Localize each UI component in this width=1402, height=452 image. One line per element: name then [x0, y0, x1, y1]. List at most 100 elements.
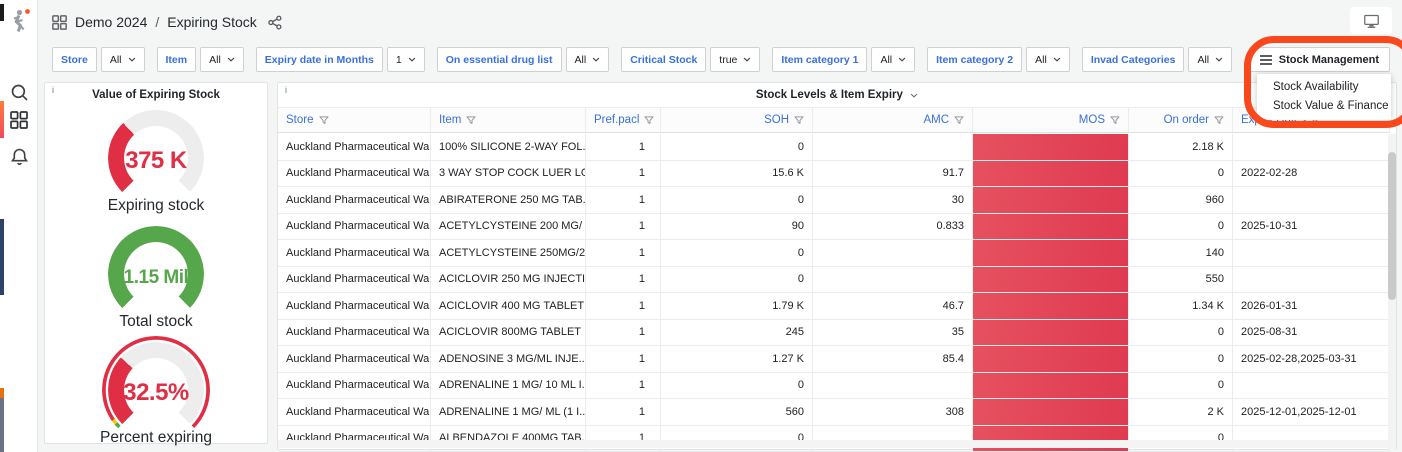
cell-amc: 30: [813, 187, 973, 213]
filter-funnel-icon[interactable]: [644, 116, 654, 125]
cell-expiry: [1233, 134, 1390, 160]
column-header[interactable]: MOS: [973, 108, 1129, 132]
cell-item: ABIRATERONE 250 MG TAB...: [431, 187, 586, 213]
filter-funnel-icon[interactable]: [466, 116, 476, 125]
filter-value-dropdown[interactable]: All: [1188, 47, 1232, 72]
column-header[interactable]: Item: [431, 108, 586, 132]
filter-label[interactable]: Critical Stock: [621, 47, 706, 72]
share-icon[interactable]: [267, 15, 283, 30]
column-header-label: Store: [286, 114, 314, 126]
filter-group: Item category 2 All: [927, 47, 1070, 72]
column-header[interactable]: AMC: [813, 108, 973, 132]
chevron-down-icon: [743, 57, 751, 62]
cell-expiry: [1233, 267, 1390, 293]
column-header[interactable]: SOH: [661, 108, 813, 132]
chevron-down-icon: [1053, 57, 1061, 62]
cell-pref-pack: 1: [586, 346, 661, 372]
filter-label[interactable]: Expiry date in Months: [256, 47, 383, 72]
panel-info-icon[interactable]: i: [52, 85, 54, 95]
filter-value: All: [1035, 54, 1047, 66]
breadcrumb-page: Expiring Stock: [167, 14, 256, 30]
filter-group: Expiry date in Months 1: [256, 47, 425, 72]
cell-item: ACETYLCYSTEINE 200 MG/ ...: [431, 214, 586, 240]
cell-soh: 0: [661, 134, 813, 160]
filter-value-dropdown[interactable]: All: [566, 47, 610, 72]
kiosk-mode-button[interactable]: [1350, 7, 1392, 34]
cell-store: Auckland Pharmaceutical Wa...: [278, 267, 431, 293]
table-row: Auckland Pharmaceutical Wa... ADENOSINE …: [278, 346, 1390, 373]
filter-label[interactable]: On essential drug list: [437, 47, 562, 72]
cell-soh: 90: [661, 214, 813, 240]
table-row: Auckland Pharmaceutical Wa... ACICLOVIR …: [278, 293, 1390, 320]
panel-info-icon[interactable]: i: [285, 85, 287, 95]
stock-management-button[interactable]: Stock Management: [1249, 47, 1390, 72]
column-header[interactable]: Store: [278, 108, 431, 132]
table-panel-title[interactable]: Stock Levels & Item Expiry: [278, 83, 1396, 101]
search-icon: [10, 83, 29, 102]
breadcrumb-dashboard[interactable]: Demo 2024: [75, 14, 147, 30]
column-header-label: SOH: [764, 114, 789, 126]
cell-soh: 15.6 K: [661, 161, 813, 187]
stock-management-label: Stock Management: [1279, 54, 1379, 66]
filter-label[interactable]: Item: [157, 47, 197, 72]
cell-store: Auckland Pharmaceutical Wa...: [278, 320, 431, 346]
cell-soh: 0: [661, 240, 813, 266]
cell-store: Auckland Pharmaceutical Wa...: [278, 161, 431, 187]
gauge-value: 375 K: [108, 147, 204, 175]
cell-pref-pack: 1: [586, 161, 661, 187]
filter-group: Critical Stock true: [621, 47, 760, 72]
filter-funnel-icon[interactable]: [954, 116, 964, 125]
cell-store: Auckland Pharmaceutical Wa...: [278, 187, 431, 213]
table-panel-title-text: Stock Levels & Item Expiry: [756, 89, 903, 101]
filter-label[interactable]: Item category 2: [927, 47, 1022, 72]
cell-expiry: 2025-10-31: [1233, 214, 1390, 240]
table-panel: i Stock Levels & Item Expiry Store Item …: [277, 82, 1397, 450]
filter-value: All: [209, 54, 221, 66]
cell-store: Auckland Pharmaceutical Wa...: [278, 293, 431, 319]
filter-funnel-icon[interactable]: [319, 116, 329, 125]
cell-pref-pack: 1: [586, 214, 661, 240]
cell-store: Auckland Pharmaceutical Wa...: [278, 346, 431, 372]
filter-label[interactable]: Invad Categories: [1082, 47, 1185, 72]
filter-value-dropdown[interactable]: All: [101, 47, 145, 72]
filter-funnel-icon[interactable]: [1110, 116, 1120, 125]
cell-soh: 560: [661, 399, 813, 425]
filter-value-dropdown[interactable]: All: [871, 47, 915, 72]
horizontal-scrollbar[interactable]: [278, 440, 1388, 448]
filter-funnel-icon[interactable]: [1214, 116, 1224, 125]
filter-label[interactable]: Store: [52, 47, 97, 72]
breadcrumb: Demo 2024 / Expiring Stock: [52, 14, 283, 30]
cell-item: ACICLOVIR 250 MG INJECTI...: [431, 267, 586, 293]
cell-mos: [973, 187, 1129, 213]
filter-value-dropdown[interactable]: true: [710, 47, 760, 72]
cell-store: Auckland Pharmaceutical Wa...: [278, 399, 431, 425]
filter-group: On essential drug list All: [437, 47, 609, 72]
column-header[interactable]: On order: [1129, 108, 1233, 132]
active-nav-indicator: [0, 101, 4, 138]
table-row: Auckland Pharmaceutical Wa... ACETYLCYST…: [278, 214, 1390, 241]
scrollbar-thumb[interactable]: [1388, 152, 1396, 300]
cell-expiry: 2025-08-31: [1233, 320, 1390, 346]
cell-on-order: 1.34 K: [1129, 293, 1233, 319]
stock-management-menu-item[interactable]: Stock Availability: [1257, 78, 1391, 97]
stock-management-menu-item[interactable]: Stock Value & Finance: [1257, 97, 1391, 116]
vertical-scrollbar[interactable]: [1388, 134, 1396, 451]
table-row: Auckland Pharmaceutical Wa... ADRENALINE…: [278, 399, 1390, 426]
cell-item: ACICLOVIR 400 MG TABLET: [431, 293, 586, 319]
sidebar-item-dashboards[interactable]: [0, 104, 38, 136]
filter-value-dropdown[interactable]: 1: [387, 47, 425, 72]
app-logo[interactable]: [8, 8, 32, 34]
filter-value-dropdown[interactable]: All: [200, 47, 244, 72]
gauge-panel-title[interactable]: Value of Expiring Stock: [45, 83, 267, 101]
cell-pref-pack: 1: [586, 187, 661, 213]
sidebar-item-alerting[interactable]: [0, 141, 38, 173]
cell-soh: 245: [661, 320, 813, 346]
filter-funnel-icon[interactable]: [794, 116, 804, 125]
gauge-arc: 375 K: [108, 110, 204, 195]
filter-label[interactable]: Item category 1: [772, 47, 867, 72]
column-header[interactable]: Pref.pacl: [586, 108, 661, 132]
cell-mos: [973, 267, 1129, 293]
cell-mos: [973, 134, 1129, 160]
filter-value-dropdown[interactable]: All: [1026, 47, 1070, 72]
filter-value: All: [880, 54, 892, 66]
